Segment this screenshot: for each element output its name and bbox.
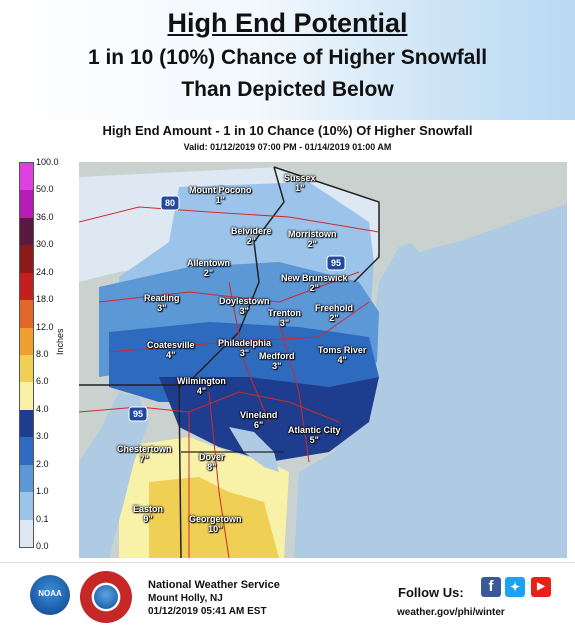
legend-swatch xyxy=(20,217,33,246)
facebook-icon[interactable]: f xyxy=(481,577,501,597)
legend-tick-label: 4.0 xyxy=(36,403,49,414)
legend-swatch xyxy=(20,190,33,219)
interstate-95-shield-south: 95 xyxy=(128,406,148,422)
city-label-doylestown: Doylestown 3" xyxy=(219,296,270,316)
city-label-georgetown: Georgetown 10" xyxy=(189,514,242,534)
page-title: High End Potential xyxy=(167,8,408,38)
legend-tick-label: 100.0 xyxy=(36,157,59,167)
city-label-toms-river: Toms River 4" xyxy=(318,345,367,365)
map-canvas: 80 95 95 xyxy=(79,162,567,558)
city-label-sussex: Sussex 1" xyxy=(284,173,316,193)
nws-logo xyxy=(80,571,132,623)
interstate-80-shield: 80 xyxy=(160,195,180,211)
legend-tick-label: 6.0 xyxy=(36,376,49,387)
map-valid-time: Valid: 01/12/2019 07:00 PM - 01/14/2019 … xyxy=(183,142,392,152)
page-subtitle-line1: 1 in 10 (10%) Chance of Higher Snowfall xyxy=(87,46,488,69)
footer-organization: National Weather Service xyxy=(148,579,280,591)
city-label-freehold: Freehold 2" xyxy=(315,303,354,323)
page-subtitle-line2: Than Depicted Below xyxy=(181,78,394,101)
youtube-icon[interactable]: ▶ xyxy=(531,577,551,597)
city-label-morristown: Morristown 2" xyxy=(288,229,337,249)
city-label-reading: Reading 3" xyxy=(144,293,180,313)
follow-us-label: Follow Us: xyxy=(398,585,464,600)
legend-tick-label: 8.0 xyxy=(36,349,49,359)
legend-swatch xyxy=(20,409,33,438)
legend-tick-label: 18.0 xyxy=(36,294,54,305)
city-label-new-brunswick: New Brunswick 2" xyxy=(281,273,348,293)
twitter-icon[interactable]: ✦ xyxy=(505,577,525,597)
state-border-pa-nj xyxy=(178,166,285,388)
legend-swatch xyxy=(20,437,33,466)
legend-tick-label: 50.0 xyxy=(36,184,54,195)
city-label-atlantic-city: Atlantic City 5" xyxy=(288,425,341,445)
legend-tick-label: 3.0 xyxy=(36,431,49,442)
city-label-coatesville: Coatesville 4" xyxy=(147,340,195,360)
svg-text:80: 80 xyxy=(165,198,175,208)
city-label-belvidere: Belvidere 2" xyxy=(231,226,272,246)
legend-unit-label: Inches xyxy=(55,328,65,355)
legend-swatch xyxy=(20,492,33,521)
legend-tick-label: 30.0 xyxy=(36,239,54,250)
long-island xyxy=(409,190,567,252)
website-link[interactable]: weather.gov/phi/winter xyxy=(397,607,505,618)
map-title: High End Amount - 1 in 10 Chance (10%) O… xyxy=(102,123,473,138)
city-label-chestertown: Chestertown 7" xyxy=(117,444,172,464)
city-label-philadelphia: Philadelphia 3" xyxy=(218,338,272,358)
city-label-allentown: Allentown 2" xyxy=(187,258,230,278)
city-label-wilmington: Wilmington 4" xyxy=(177,376,226,396)
footer-issued-time: 01/12/2019 05:41 AM EST xyxy=(148,606,267,617)
legend-swatch xyxy=(20,163,33,191)
city-label-easton: Easton 9" xyxy=(133,504,164,524)
city-label-medford: Medford 3" xyxy=(259,351,295,371)
delaware-bay xyxy=(229,427,279,472)
legend-tick-label: 24.0 xyxy=(36,266,54,277)
city-label-trenton: Trenton 3" xyxy=(268,308,301,328)
legend-swatch xyxy=(20,327,33,356)
highways xyxy=(79,206,380,558)
svg-text:95: 95 xyxy=(133,409,143,419)
legend-tick-label: 2.0 xyxy=(36,458,49,469)
city-label-mount-pocono: Mount Pocono 1" xyxy=(189,185,252,205)
footer-location: Mount Holly, NJ xyxy=(148,593,223,604)
legend-tick-label: 0.0 xyxy=(36,541,49,551)
footer: NOAA National Weather Service Mount Holl… xyxy=(0,562,575,632)
legend-swatch xyxy=(20,519,33,548)
legend-swatch xyxy=(20,464,33,493)
color-legend xyxy=(19,162,34,548)
legend-swatch xyxy=(20,300,33,329)
state-border-md xyxy=(79,384,182,558)
legend-tick-label: 1.0 xyxy=(36,486,49,497)
city-label-vineland: Vineland 6" xyxy=(240,410,278,430)
legend-tick-label: 0.1 xyxy=(36,513,49,524)
legend-tick-label: 36.0 xyxy=(36,211,54,222)
city-label-dover: Dover 8" xyxy=(199,452,225,472)
interstate-95-shield-north: 95 xyxy=(326,255,346,271)
legend-swatch xyxy=(20,382,33,411)
legend-swatch xyxy=(20,272,33,301)
state-border-nj-ny xyxy=(273,166,380,283)
snowfall-map: 80 95 95 Sussex 1" Mount Pocono 1" Belvide… xyxy=(79,162,567,558)
chesapeake-bay xyxy=(79,392,149,558)
svg-text:95: 95 xyxy=(331,258,341,268)
legend-tick-label: 12.0 xyxy=(36,321,54,332)
noaa-logo: NOAA xyxy=(30,575,70,615)
legend-swatch xyxy=(20,245,33,274)
legend-swatch xyxy=(20,355,33,383)
header-banner: High End Potential 1 in 10 (10%) Chance … xyxy=(0,0,575,120)
